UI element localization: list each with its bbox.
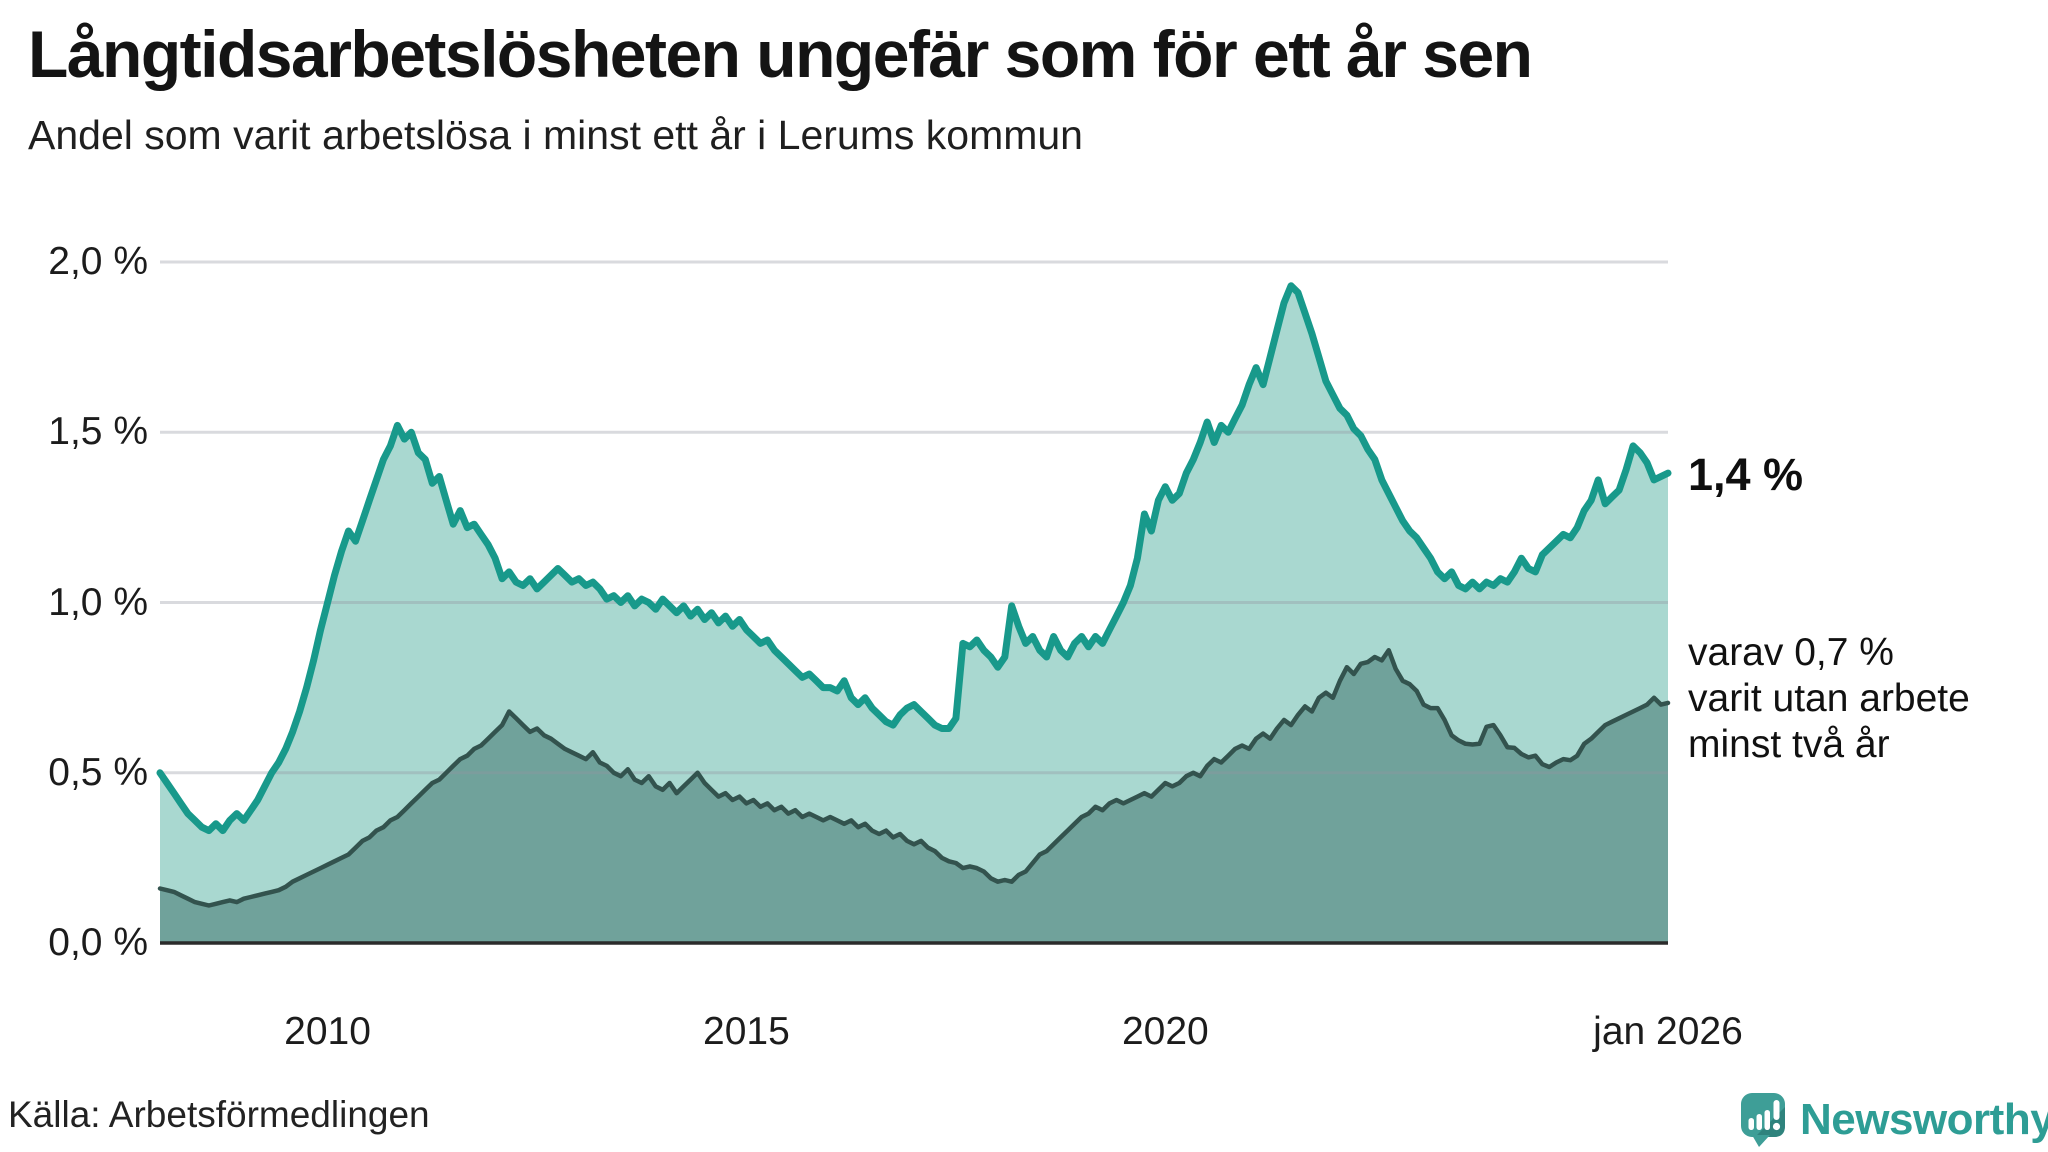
newsworthy-logo: Newsworthy	[1740, 1092, 2048, 1148]
secondary-series-label-line1: varav 0,7 %	[1688, 631, 1894, 674]
source-caption: Källa: Arbetsförmedlingen	[8, 1094, 430, 1135]
x-axis-tick-label: 2020	[1121, 1010, 1209, 1053]
secondary-series-label: varav 0,7 % varit utan arbete minst två …	[1688, 630, 1970, 768]
y-axis-tick-label: 0,5 %	[48, 750, 148, 794]
y-axis-tick-label: 0,0 %	[48, 921, 148, 964]
y-axis-tick-label: 2,0 %	[48, 240, 148, 283]
secondary-series-label-line2: varit utan arbete	[1688, 677, 1970, 721]
secondary-series-label-line3: minst två år	[1688, 723, 1890, 767]
y-axis-tick-label: 1,0 %	[48, 580, 148, 624]
x-axis-tick-label: 2010	[284, 1010, 371, 1053]
newsworthy-logo-text: Newsworthy	[1800, 1095, 2048, 1144]
y-axis-tick-label: 1,5 %	[48, 410, 148, 454]
page-title: Långtidsarbetslösheten ungefär som för e…	[28, 17, 1533, 91]
chart-subtitle: Andel som varit arbetslösa i minst ett å…	[28, 112, 1083, 158]
newsworthy-logo-icon	[1741, 1093, 1785, 1147]
x-axis-tick-label: 2015	[703, 1010, 790, 1053]
latest-value-label: 1,4 %	[1688, 449, 1804, 500]
x-axis-tick-label: jan 2026	[1593, 1010, 1743, 1053]
